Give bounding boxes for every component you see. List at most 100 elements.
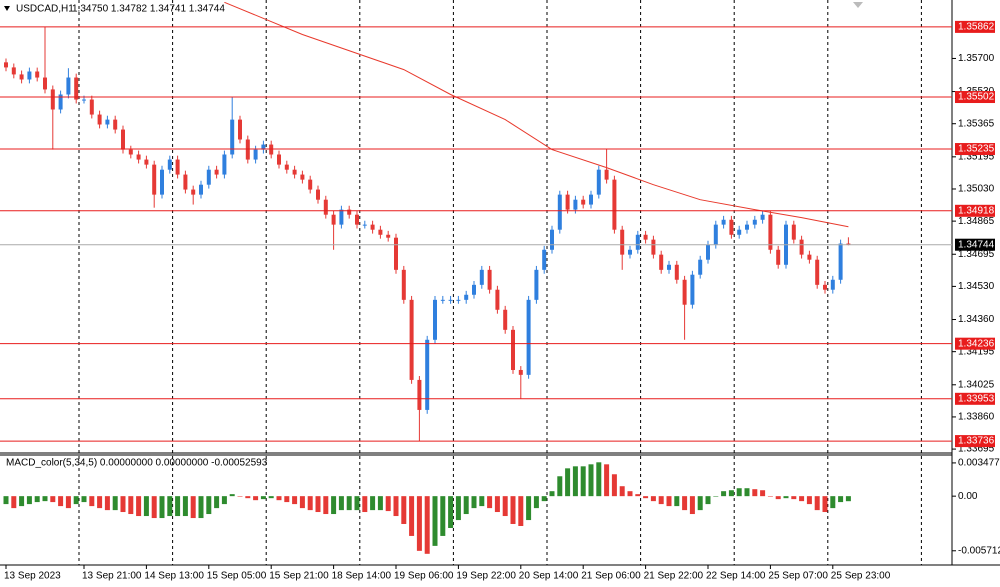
candle-body [589, 194, 593, 205]
candle-body [799, 239, 804, 255]
candle-body [713, 224, 718, 245]
macd-bar [721, 491, 727, 497]
macd-bar [260, 496, 266, 500]
macd-bar [409, 496, 415, 536]
macd-bar [494, 496, 500, 513]
candle-body [651, 239, 656, 255]
macd-bar [198, 496, 204, 519]
candle-body [690, 274, 695, 305]
candle-body [635, 234, 640, 250]
macd-bar [167, 496, 173, 517]
candle-body [620, 229, 625, 255]
macd-bar [518, 496, 524, 526]
x-tick-label: 14 Sep 13:00 [144, 571, 204, 582]
candle-body [128, 149, 133, 155]
macd-bar [471, 496, 477, 509]
last-price-label: 1.34744 [958, 239, 995, 250]
candle-body [526, 299, 531, 375]
macd-bar [3, 496, 9, 505]
x-tick-label: 25 Sep 07:00 [768, 571, 828, 582]
candle-body [97, 114, 102, 125]
macd-bar [611, 474, 617, 497]
macd-bar [214, 496, 220, 509]
macd-title: MACD_color(5,34,5) 0.00000000 0.00000000… [6, 458, 268, 469]
macd-bar [752, 489, 758, 497]
candle-body [581, 199, 586, 205]
candle-body [378, 229, 383, 235]
candle-body [565, 194, 570, 210]
candle-body [113, 119, 118, 130]
candle-body [472, 284, 476, 295]
candle-body [612, 179, 617, 230]
y-tick-label: 1.35365 [958, 118, 995, 129]
macd-bar [104, 496, 110, 511]
macd-bar [619, 486, 625, 497]
y-tick-label: 1.35195 [958, 151, 995, 162]
macd-bar [221, 496, 227, 505]
candle-body [11, 67, 16, 75]
macd-bar [526, 496, 532, 521]
candle-body [144, 159, 149, 165]
collapse-icon[interactable] [4, 6, 10, 11]
candle-body [43, 77, 47, 90]
macd-bar [432, 496, 438, 546]
candle-body [50, 89, 55, 110]
candle-body [222, 154, 227, 175]
macd-bar [588, 464, 594, 497]
candle-body [66, 77, 71, 95]
macd-bar [783, 496, 789, 499]
macd-bar [697, 496, 703, 511]
macd-bar [58, 496, 64, 507]
macd-bar [89, 496, 95, 507]
candle-body [27, 71, 32, 80]
candle-body [596, 169, 601, 195]
candle-body [846, 243, 851, 245]
candle-body [362, 224, 367, 226]
macd-bar [354, 496, 360, 511]
macd-bar [151, 496, 157, 519]
level-label-box [955, 204, 995, 217]
y-tick-label: 1.34360 [958, 314, 995, 325]
macd-bar [245, 496, 251, 499]
price-panel [0, 1, 952, 442]
level-label-box [955, 392, 995, 405]
macd-bar [487, 496, 493, 509]
candle-body [682, 279, 687, 305]
candle-body [292, 169, 297, 175]
candle-body [300, 174, 305, 180]
candle-body [347, 209, 352, 215]
candle-body [518, 369, 523, 375]
macd-bar [11, 496, 17, 509]
candle-body [628, 249, 632, 255]
candle-body [573, 199, 578, 210]
macd-bar [229, 494, 235, 497]
candle-body [417, 379, 422, 410]
macd-bar [81, 496, 87, 503]
macd-bar [362, 496, 368, 513]
macd-panel [3, 462, 851, 554]
candle-body [230, 119, 235, 155]
candle-body [19, 74, 24, 80]
candle-body [386, 234, 391, 238]
candle-body [433, 299, 437, 340]
candle-body [355, 214, 359, 225]
candle-body [760, 214, 765, 220]
candle-body [737, 229, 742, 235]
macd-bar [190, 496, 196, 519]
candle-body [89, 99, 94, 115]
level-label: 1.34236 [958, 338, 995, 349]
macd-bar [814, 496, 820, 511]
candle-body [121, 129, 125, 150]
macd-bar [34, 496, 40, 503]
macd-bar [549, 491, 555, 497]
macd-bar [838, 496, 844, 503]
scroll-marker[interactable] [853, 2, 863, 8]
y-tick-label: 1.33860 [958, 412, 995, 423]
candle-body [160, 169, 164, 195]
macd-bar [643, 496, 649, 499]
macd-bar [253, 496, 259, 501]
candle-body [440, 299, 445, 301]
candle-body [214, 169, 219, 175]
grid [78, 0, 922, 565]
